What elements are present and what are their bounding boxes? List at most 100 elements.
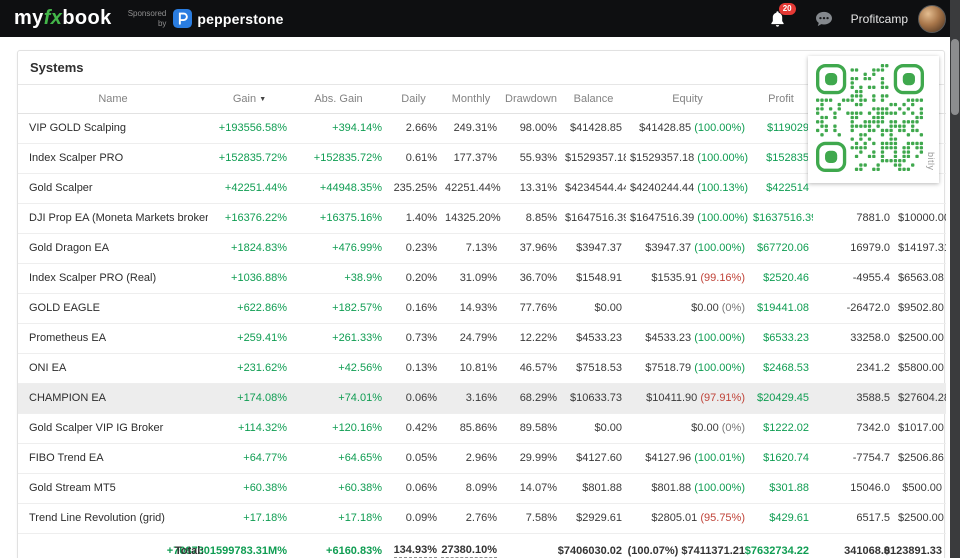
scrollbar-thumb[interactable] [951,39,959,115]
drawdown-cell: 68.29% [501,383,561,414]
table-row[interactable]: Trend Line Revolution (grid) +17.18% +17.1… [18,503,946,534]
daily-cell: 0.06% [386,473,441,504]
table-row[interactable]: GOLD EAGLE +622.86% +182.57% 0.16% 14.93% 77.… [18,293,946,324]
equity-value: $1529357.18 [630,152,695,164]
table-row[interactable]: DJI Prop EA (Moneta Markets broker) +1637… [18,203,946,234]
system-name-link[interactable]: VIP GOLD Scalping [18,113,208,144]
myfxbook-logo[interactable]: myfxbook [14,7,112,30]
table-header-row: Name Gain ▼ Abs. Gain Daily Monthly Draw… [18,85,946,114]
monthly-cell: 8.09% [441,473,501,504]
col-header-gain[interactable]: Gain ▼ [208,85,291,114]
table-row[interactable]: Gold Dragon EA +1824.83% +476.99% 0.23% 7.13… [18,233,946,264]
table-row[interactable]: Prometheus EA +259.41% +261.33% 0.73% 24.79%… [18,323,946,354]
qr-code [816,64,924,172]
table-row[interactable]: FIBO Trend EA +64.77% +64.65% 0.05% 2.96% 29.… [18,443,946,474]
equity-cell: $1647516.39 (100.00%) [626,203,749,234]
daily-cell: 0.09% [386,503,441,534]
table-row[interactable]: ONI EA +231.62% +42.56% 0.13% 10.81% 46.57% $7… [18,353,946,384]
table-row[interactable]: Gold Stream MT5 +60.38% +60.38% 0.06% 8.09% 1… [18,473,946,504]
total-daily[interactable]: 134.93% [386,533,441,558]
col-header-profit[interactable]: Profit [749,85,813,114]
drawdown-cell: 98.00% [501,113,561,144]
gain-cell: +193556.58% [208,113,291,144]
system-name-link[interactable]: CHAMPION EA [18,383,208,414]
daily-cell: 0.13% [386,353,441,384]
system-name-link[interactable]: DJI Prop EA (Moneta Markets broker) [18,203,208,234]
balance-cell: $10633.73 [561,383,626,414]
equity-percent: (95.75%) [700,512,745,524]
table-row[interactable]: Gold Scalper +42251.44% +44948.35% 235.25% 4… [18,173,946,204]
col-header-monthly[interactable]: Monthly [441,85,501,114]
logo-text-book: book [62,7,112,29]
pepperstone-icon [173,9,193,28]
drawdown-cell: 36.70% [501,263,561,294]
notifications-button[interactable]: 20 [770,3,796,27]
abs-gain-cell: +261.33% [291,323,386,354]
equity-value: $4127.96 [645,452,692,464]
system-name-link[interactable]: FIBO Trend EA [18,443,208,474]
total-profit: $7632734.22 [745,533,813,558]
col-header-abs-gain[interactable]: Abs. Gain [291,85,386,114]
table-row[interactable]: VIP GOLD Scalping +193556.58% +394.14% 2.66… [18,113,946,144]
equity-cell: $1535.91 (99.16%) [626,263,749,294]
profit-cell: $422514 [749,173,813,204]
qr-code-overlay[interactable]: bitly [808,56,939,183]
gain-cell: +1036.88% [208,263,291,294]
profit-cell: $20429.45 [749,383,813,414]
daily-cell: 0.42% [386,413,441,444]
table-row[interactable]: Gold Scalper VIP IG Broker +114.32% +120.1… [18,413,946,444]
system-name-link[interactable]: Gold Dragon EA [18,233,208,264]
table-row[interactable]: CHAMPION EA +174.08% +74.01% 0.06% 3.16% 68.2… [18,383,946,414]
system-name-link[interactable]: GOLD EAGLE [18,293,208,324]
sponsored-line2: by [157,18,167,28]
username[interactable]: Profitcamp [850,11,908,26]
total-monthly[interactable]: 27380.10% [441,533,501,558]
col-header-equity[interactable]: Equity [626,85,749,114]
balance-cell: $7518.53 [561,353,626,384]
chat-bubble-icon [815,11,833,27]
equity-cell: $4127.96 (100.01%) [626,443,749,474]
equity-percent: (100.00%) [694,482,745,494]
equity-cell: $1529357.18 (100.00%) [626,143,749,174]
system-name-link[interactable]: Index Scalper PRO (Real) [18,263,208,294]
drawdown-cell: 7.58% [501,503,561,534]
table-row[interactable]: Index Scalper PRO +152835.72% +152835.72% 0… [18,143,946,174]
pepperstone-logo[interactable]: pepperstone [173,9,283,28]
balance-cell: $41428.85 [561,113,626,144]
deposit-cell: $6563.08 [894,263,946,294]
daily-cell: 2.66% [386,113,441,144]
system-name-link[interactable]: Gold Scalper VIP IG Broker [18,413,208,444]
system-name-link[interactable]: Gold Scalper [18,173,208,204]
monthly-cell: 3.16% [441,383,501,414]
monthly-cell: 14325.20% [441,203,501,234]
system-name-link[interactable]: Index Scalper PRO [18,143,208,174]
deposit-cell: $1017.00 [894,413,946,444]
gain-cell: +1824.83% [208,233,291,264]
abs-gain-cell: +394.14% [291,113,386,144]
col-header-drawdown[interactable]: Drawdown [501,85,561,114]
pips-cell: 6517.5 [813,503,894,534]
monthly-cell: 85.86% [441,413,501,444]
total-label: Total: [18,533,208,558]
system-name-link[interactable]: Gold Stream MT5 [18,473,208,504]
page-scrollbar[interactable] [950,0,960,558]
user-avatar[interactable] [918,4,946,33]
col-header-daily[interactable]: Daily [386,85,441,114]
system-name-link[interactable]: ONI EA [18,353,208,384]
equity-percent: (100.00%) [694,122,745,134]
messages-button[interactable] [815,11,833,27]
table-row[interactable]: Index Scalper PRO (Real) +1036.88% +38.9% 0… [18,263,946,294]
daily-cell: 0.20% [386,263,441,294]
system-name-link[interactable]: Trend Line Revolution (grid) [18,503,208,534]
system-name-link[interactable]: Prometheus EA [18,323,208,354]
daily-cell: 0.23% [386,233,441,264]
col-header-name[interactable]: Name [18,85,208,114]
balance-cell: $4127.60 [561,443,626,474]
col-header-balance[interactable]: Balance [561,85,626,114]
equity-value: $1647516.39 [630,212,695,224]
balance-cell: $1548.91 [561,263,626,294]
balance-cell: $3947.37 [561,233,626,264]
gain-cell: +174.08% [208,383,291,414]
abs-gain-cell: +42.56% [291,353,386,384]
